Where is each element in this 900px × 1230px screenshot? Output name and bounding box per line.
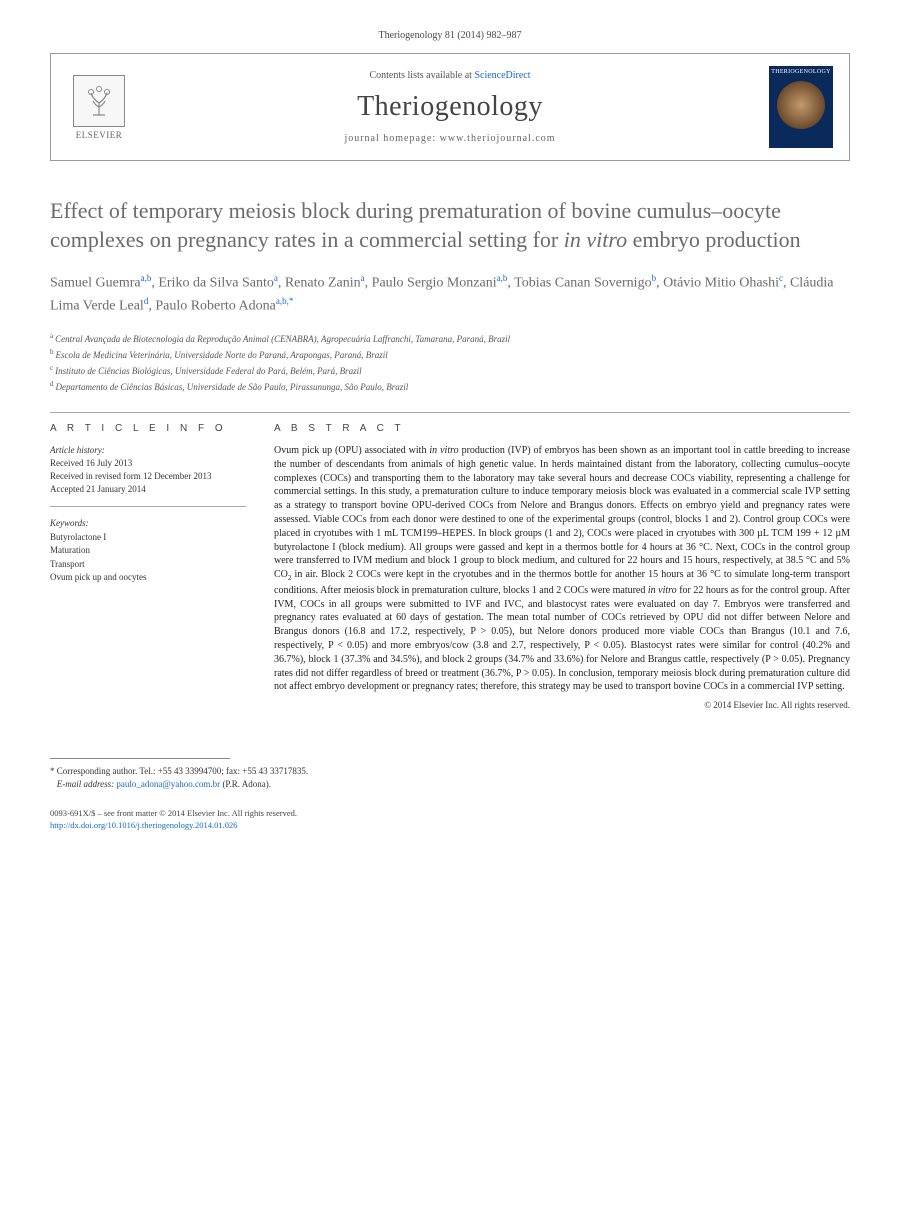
journal-cover-thumbnail: THERIOGENOLOGY xyxy=(769,66,833,148)
history-label: Article history: xyxy=(50,445,105,455)
journal-homepage: journal homepage: www.theriojournal.com xyxy=(145,133,755,144)
journal-name: Theriogenology xyxy=(145,91,755,123)
corr-line1: * Corresponding author. Tel.: +55 43 339… xyxy=(50,766,308,776)
issn-line: 0093-691X/$ – see front matter © 2014 El… xyxy=(50,808,297,818)
keywords-block: Keywords: Butyrolactone I Maturation Tra… xyxy=(50,517,246,585)
doi-link[interactable]: http://dx.doi.org/10.1016/j.theriogenolo… xyxy=(50,820,237,830)
abstract-copyright: © 2014 Elsevier Inc. All rights reserved… xyxy=(274,700,850,710)
affiliation-c: cInstituto de Ciências Biológicas, Unive… xyxy=(50,363,850,378)
corresponding-author: * Corresponding author. Tel.: +55 43 339… xyxy=(50,765,850,790)
abstract-text: Ovum pick up (OPU) associated with in vi… xyxy=(274,444,850,694)
cover-thumb-title: THERIOGENOLOGY xyxy=(771,69,831,75)
affiliation-a: aCentral Avançada de Biotecnologia da Re… xyxy=(50,331,850,346)
accepted-date: Accepted 21 January 2014 xyxy=(50,484,146,494)
keyword: Transport xyxy=(50,559,85,569)
keyword: Butyrolactone I xyxy=(50,532,106,542)
keyword: Ovum pick up and oocytes xyxy=(50,572,146,582)
elsevier-tree-icon xyxy=(73,75,125,127)
received-date: Received 16 July 2013 xyxy=(50,458,132,468)
footnote-rule xyxy=(50,758,230,759)
article-info-column: A R T I C L E I N F O Article history: R… xyxy=(50,423,246,710)
masthead: ELSEVIER Contents lists available at Sci… xyxy=(50,53,850,161)
sciencedirect-link[interactable]: ScienceDirect xyxy=(474,70,530,81)
authors-list: Samuel Guemraa,b, Eriko da Silva Santoa,… xyxy=(50,272,850,317)
affiliations: aCentral Avançada de Biotecnologia da Re… xyxy=(50,331,850,394)
homepage-prefix: journal homepage: xyxy=(344,133,439,144)
publisher-logo: ELSEVIER xyxy=(67,71,131,143)
abstract-column: A B S T R A C T Ovum pick up (OPU) assoc… xyxy=(274,423,850,710)
contents-prefix: Contents lists available at xyxy=(369,70,474,81)
corr-email-link[interactable]: paulo_adona@yahoo.com.br xyxy=(116,779,220,789)
footer-meta: 0093-691X/$ – see front matter © 2014 El… xyxy=(50,808,850,832)
affiliation-d: dDepartamento de Ciências Básicas, Unive… xyxy=(50,379,850,394)
article-history: Article history: Received 16 July 2013 R… xyxy=(50,444,246,507)
keywords-label: Keywords: xyxy=(50,518,89,528)
keyword: Maturation xyxy=(50,545,90,555)
masthead-center: Contents lists available at ScienceDirec… xyxy=(145,70,755,144)
article-title: Effect of temporary meiosis block during… xyxy=(50,197,850,254)
article-info-heading: A R T I C L E I N F O xyxy=(50,423,246,434)
page-citation: Theriogenology 81 (2014) 982–987 xyxy=(50,30,850,41)
abstract-heading: A B S T R A C T xyxy=(274,423,850,434)
homepage-url[interactable]: www.theriojournal.com xyxy=(440,133,556,144)
affiliation-b: bEscola de Medicina Veterinária, Univers… xyxy=(50,347,850,362)
email-label: E-mail address: xyxy=(57,779,114,789)
revised-date: Received in revised form 12 December 201… xyxy=(50,471,211,481)
info-abstract-row: A R T I C L E I N F O Article history: R… xyxy=(50,412,850,710)
cover-thumb-image xyxy=(777,81,825,129)
publisher-name: ELSEVIER xyxy=(76,130,123,140)
corr-email-suffix: (P.R. Adona). xyxy=(222,779,271,789)
contents-line: Contents lists available at ScienceDirec… xyxy=(145,70,755,81)
